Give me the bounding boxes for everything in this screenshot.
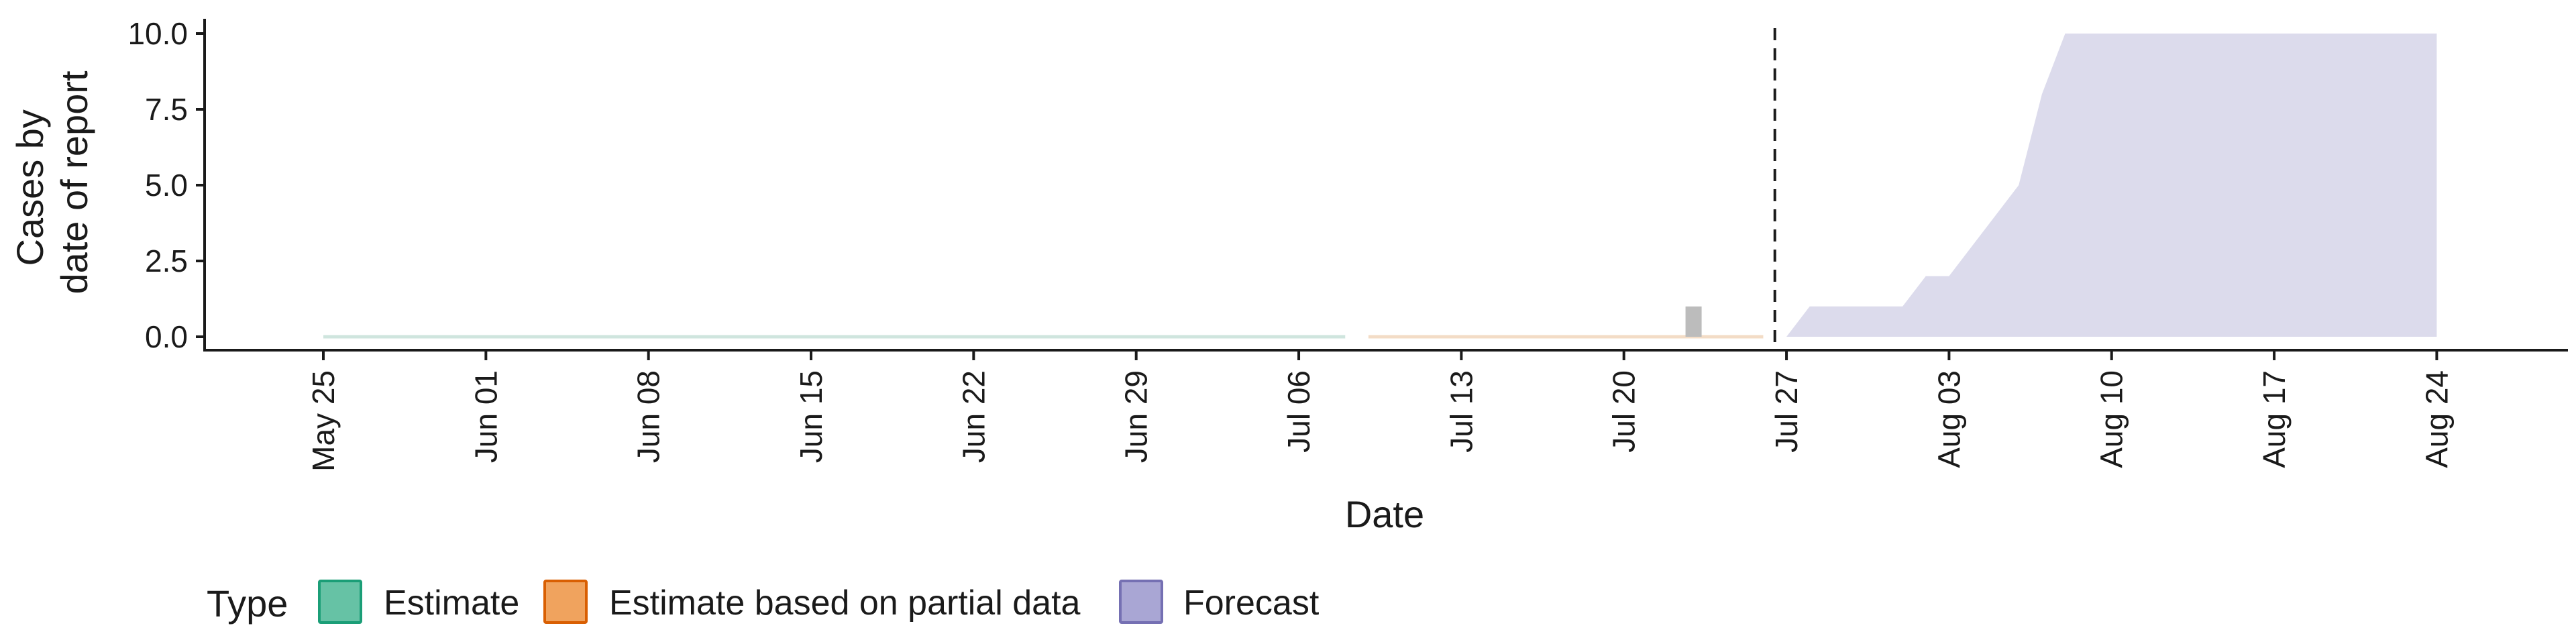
y-axis-title: Cases by date of report — [9, 70, 95, 294]
y-tick-label: 10.0 — [127, 16, 188, 51]
x-tick-label: May 25 — [306, 370, 341, 472]
legend-label-forecast: Forecast — [1183, 584, 1320, 623]
x-axis-title: Date — [1345, 493, 1424, 535]
legend-key-forecast — [1119, 580, 1163, 624]
y-axis-title-line-2: date of report — [53, 70, 95, 294]
x-tick-label: Aug 24 — [2419, 370, 2454, 468]
x-ticks: May 25 Jun 01 Jun 08 Jun 15 Jun 22 Jun 29 Jul … — [306, 350, 2454, 472]
y-tick-label: 2.5 — [145, 244, 188, 278]
x-tick-label: Jun 15 — [794, 370, 828, 463]
reported-case-bars — [1685, 306, 1702, 337]
x-tick-label: Jun 29 — [1119, 370, 1154, 463]
legend-key-partial — [543, 580, 588, 624]
x-tick-label: Jul 20 — [1607, 370, 1642, 453]
x-tick-label: Aug 03 — [1931, 370, 1966, 468]
series-band-2 — [1786, 34, 2437, 337]
x-tick-label: Jul 06 — [1281, 370, 1316, 453]
y-tick-label: 0.0 — [145, 319, 188, 354]
y-tick-label: 7.5 — [145, 92, 188, 127]
y-axis-title-line-1: Cases by — [9, 109, 51, 266]
x-tick-label: Jun 08 — [631, 370, 666, 463]
series-areas — [323, 34, 2437, 339]
legend-title: Type — [207, 582, 288, 625]
x-tick-label: Aug 17 — [2257, 370, 2292, 468]
legend-key-estimate — [318, 580, 362, 624]
x-tick-label: Aug 10 — [2094, 370, 2129, 468]
x-tick-label: Jul 13 — [1444, 370, 1479, 453]
x-tick-label: Jun 01 — [468, 370, 503, 463]
y-ticks: 0.0 2.5 5.0 7.5 10.0 — [127, 16, 205, 354]
y-tick-label: 5.0 — [145, 168, 188, 203]
case-bar-0 — [1685, 306, 1702, 337]
legend: Type Estimate Estimate based on partial … — [207, 580, 1320, 625]
legend-label-estimate: Estimate — [384, 584, 519, 623]
x-tick-label: Jul 27 — [1769, 370, 1804, 453]
x-tick-label: Jun 22 — [956, 370, 991, 463]
legend-label-partial: Estimate based on partial data — [609, 584, 1081, 623]
